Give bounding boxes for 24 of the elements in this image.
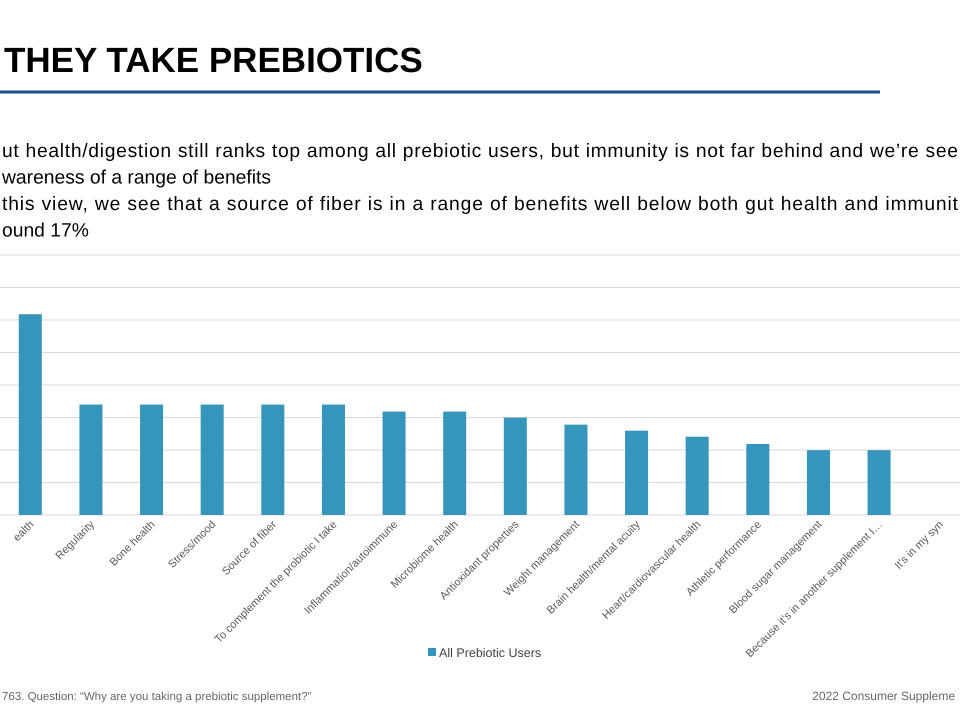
bar: [806, 450, 830, 515]
bar: [625, 430, 648, 515]
legend-label: All Prebiotic Users: [439, 646, 542, 660]
bar: [261, 404, 284, 515]
text: 2022 Consumer Suppleme: [812, 689, 956, 703]
bar: [79, 404, 102, 515]
bar: [564, 424, 588, 515]
bar: [686, 436, 709, 515]
bar: [322, 404, 345, 515]
x-tick-label: It's in my syn: [892, 518, 946, 572]
bar: [200, 404, 224, 515]
chart-title: THEY TAKE PREBIOTICS: [4, 41, 423, 80]
text: this view, we see that a source of fiber is in a range of benefits well below both gut health and immunit: [2, 194, 959, 215]
bar: [382, 412, 406, 515]
text: 763. Question: “Why are you taking a prebiotic supplement?”: [2, 691, 312, 703]
bar: [504, 418, 527, 515]
text: wareness of a range of benefits: [1, 168, 272, 188]
text: ut health/digestion still ranks top among all prebiotic users, but immunity is not far behind and we’re see: [2, 141, 958, 162]
bar: [746, 444, 770, 515]
bar: [443, 412, 466, 515]
bar: [140, 404, 164, 515]
bar: [18, 314, 42, 515]
bar: [868, 450, 891, 515]
text: ound 17%: [2, 220, 89, 242]
